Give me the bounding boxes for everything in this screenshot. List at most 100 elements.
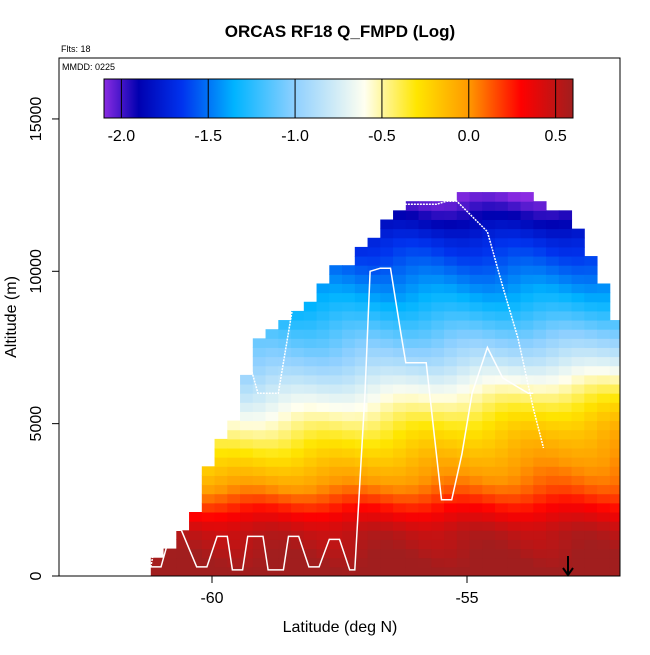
heatmap-cell: [303, 466, 318, 476]
heatmap-cell: [469, 329, 483, 339]
heatmap-cell: [291, 557, 305, 568]
heatmap-cell: [405, 393, 420, 403]
heatmap-cell: [558, 384, 573, 394]
heatmap-cell: [380, 219, 394, 230]
heatmap-cell: [520, 448, 534, 458]
heatmap-cell: [278, 429, 292, 440]
heatmap-cell: [571, 347, 585, 358]
heatmap-cell: [431, 265, 445, 275]
heatmap-cell: [507, 201, 522, 211]
heatmap-cell: [329, 530, 343, 540]
heatmap-cell: [495, 301, 509, 312]
heatmap-cell: [240, 393, 254, 403]
heatmap-cell: [431, 448, 445, 458]
heatmap-cell: [176, 539, 190, 550]
heatmap-cell: [354, 493, 369, 504]
heatmap-cell: [431, 256, 445, 266]
heatmap-cell: [635, 558, 648, 568]
heatmap-cell: [380, 457, 394, 467]
heatmap-cell: [469, 566, 483, 576]
heatmap-cell: [431, 420, 445, 431]
heatmap-cell: [303, 301, 318, 312]
heatmap-cell: [546, 246, 560, 257]
heatmap-cell: [367, 246, 381, 257]
heatmap-cell: [431, 310, 445, 321]
heatmap-cell: [380, 320, 394, 330]
heatmap-cell: [214, 448, 228, 458]
heatmap-cell: [303, 448, 318, 458]
heatmap-cell: [405, 438, 420, 449]
heatmap-cell: [507, 420, 522, 431]
heatmap-cell: [609, 411, 620, 422]
heatmap-cell: [597, 429, 611, 440]
heatmap-cell: [635, 567, 648, 577]
heatmap-cell: [495, 420, 509, 431]
chart-title: ORCAS RF18 Q_FMPD (Log): [225, 22, 455, 41]
heatmap-cell: [240, 502, 254, 513]
heatmap-cell: [456, 228, 471, 239]
heatmap-cell: [252, 347, 267, 358]
heatmap-cell: [482, 393, 496, 403]
heatmap-cell: [354, 246, 369, 257]
heatmap-cell: [584, 274, 598, 284]
heatmap-cell: [482, 557, 496, 568]
heatmap-cell: [623, 475, 636, 485]
heatmap-cell: [520, 310, 534, 321]
heatmap-cell: [354, 539, 369, 550]
heatmap-cell: [405, 402, 420, 412]
heatmap-cell: [584, 512, 598, 522]
heatmap-cell: [291, 448, 305, 458]
heatmap-cell: [354, 566, 369, 576]
heatmap-cell: [303, 557, 318, 568]
heatmap-cell: [431, 402, 445, 412]
heatmap-cell: [520, 502, 534, 513]
heatmap-cell: [469, 557, 483, 568]
heatmap-cell: [252, 338, 267, 348]
heatmap-cell: [456, 429, 471, 440]
heatmap-cell: [405, 548, 420, 559]
heatmap-cell: [265, 448, 279, 458]
heatmap-cell: [482, 228, 496, 239]
heatmap-cell: [546, 475, 560, 486]
heatmap-cell: [609, 347, 620, 358]
heatmap-cell: [316, 329, 330, 339]
heatmap-cell: [393, 512, 407, 522]
heatmap-cell: [316, 557, 330, 568]
heatmap-cell: [635, 494, 648, 504]
heatmap-cell: [623, 430, 636, 440]
heatmap-cell: [444, 356, 458, 367]
heatmap-cell: [584, 320, 598, 330]
heatmap-cell: [380, 365, 394, 376]
heatmap-cell: [316, 448, 330, 458]
heatmap-cell: [546, 557, 560, 568]
heatmap-cell: [418, 228, 432, 239]
heatmap-cell: [520, 228, 534, 239]
heatmap-cell: [597, 402, 611, 412]
heatmap-cell: [405, 420, 420, 431]
heatmap-cell: [240, 438, 254, 449]
heatmap-cell: [469, 448, 483, 458]
heatmap-cell: [495, 356, 509, 367]
heatmap-cell: [597, 438, 611, 449]
heatmap-cell: [291, 402, 305, 412]
heatmap-cell: [558, 539, 573, 550]
heatmap-cell: [546, 219, 560, 230]
heatmap-cell: [393, 256, 407, 266]
heatmap-cell: [635, 430, 648, 440]
heatmap-cell: [418, 338, 432, 348]
heatmap-cell: [469, 393, 483, 403]
heatmap-cell: [329, 557, 343, 568]
heatmap-cell: [609, 457, 620, 467]
heatmap-cell: [584, 457, 598, 467]
heatmap-cell: [584, 292, 598, 303]
heatmap-cell: [367, 237, 381, 248]
heatmap-cell: [367, 548, 381, 559]
heatmap-cell: [265, 557, 279, 568]
heatmap-cell: [507, 475, 522, 486]
heatmap-cell: [456, 457, 471, 467]
heatmap-cell: [431, 384, 445, 394]
heatmap-cell: [444, 402, 458, 412]
heatmap-cell: [584, 347, 598, 358]
heatmap-cell: [469, 365, 483, 376]
heatmap-cell: [533, 265, 547, 275]
